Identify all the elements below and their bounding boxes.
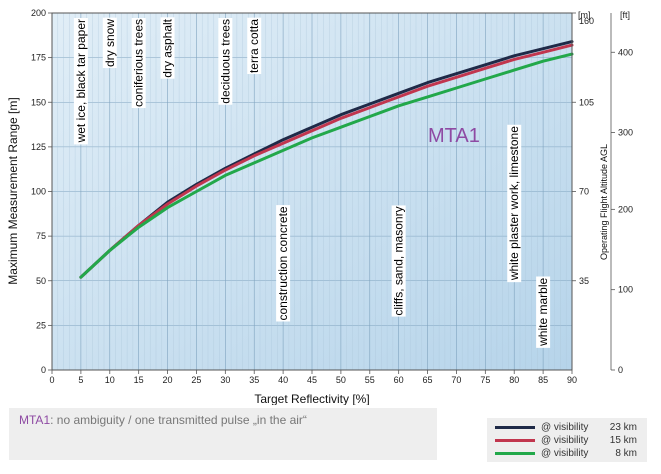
- right-axis-title: Operating Flight Altitude AGL: [599, 144, 609, 260]
- material-label-bg: [507, 124, 522, 283]
- material-annotations: wet ice, black tar paper dry snow coniferi…: [73, 17, 551, 348]
- legend-swatch: [495, 439, 535, 442]
- material-label: dry asphalt: [161, 18, 175, 77]
- material-label: dry snow: [103, 19, 117, 67]
- x-axis: 0 5 10 15 20 25 30 35 40 45 50 55 60 65 70 75 80 85 90: [49, 370, 577, 385]
- note-mta: MTA1: [19, 413, 51, 427]
- material-label-bg: [131, 18, 146, 109]
- x-tick-label: 5: [78, 375, 83, 385]
- legend-item: @ visibility 23 km: [495, 422, 645, 433]
- right-ft-tick-label: 400: [618, 47, 633, 57]
- legend: @ visibility 23 km @ visibility 15 km @ …: [487, 418, 647, 462]
- x-tick-label: 70: [451, 375, 461, 385]
- right-ft-tick-label: 100: [618, 285, 633, 295]
- material-label: terra cotta: [247, 19, 261, 73]
- right-axis-ft-unit: [ft]: [620, 10, 630, 20]
- right-m-tick-label: 160: [579, 16, 594, 26]
- x-tick-label: 50: [336, 375, 346, 385]
- material-label-bg: [160, 17, 175, 79]
- right-ft-tick-label: 0: [618, 365, 623, 375]
- y-tick-label: 200: [31, 8, 46, 18]
- x-tick-label: 0: [49, 375, 54, 385]
- x-tick-label: 60: [394, 375, 404, 385]
- series-line: [79, 52, 574, 279]
- legend-item: @ visibility 8 km: [495, 448, 645, 459]
- right-axis: 160 105 70 35 400 300 200 100 0: [572, 12, 633, 375]
- material-label-bg: [73, 18, 88, 145]
- legend-value: 8 km: [615, 448, 637, 459]
- legend-label: @ visibility: [541, 435, 589, 446]
- y-axis-title: Maximum Measurement Range [m]: [6, 97, 20, 284]
- material-label: cliffs, sand, masonry: [392, 206, 406, 315]
- right-m-tick-label: 35: [579, 276, 589, 286]
- note-text: : no ambiguity / one transmitted pulse „…: [50, 413, 307, 427]
- material-label: coniferious trees: [132, 19, 146, 107]
- x-tick-label: 35: [249, 375, 259, 385]
- x-axis-title: Target Reflectivity [%]: [254, 392, 369, 405]
- legend-swatch: [495, 426, 535, 429]
- x-tick-label: 15: [134, 375, 144, 385]
- legend-label: @ visibility: [541, 422, 589, 433]
- material-label: white marble: [536, 278, 550, 347]
- x-tick-label: 25: [191, 375, 201, 385]
- y-tick-label: 75: [36, 231, 46, 241]
- material-label-bg: [102, 17, 117, 69]
- range-chart: wet ice, black tar paper dry snow coniferi…: [6, 8, 633, 405]
- x-tick-label: 90: [567, 375, 577, 385]
- x-tick-label: 65: [423, 375, 433, 385]
- right-m-tick-label: 70: [579, 187, 589, 197]
- legend-swatch: [495, 452, 535, 455]
- x-tick-label: 30: [220, 375, 230, 385]
- y-tick-label: 50: [36, 276, 46, 286]
- legend-item: @ visibility 15 km: [495, 435, 645, 446]
- y-tick-label: 25: [36, 320, 46, 330]
- material-label: wet ice, black tar paper: [74, 19, 88, 143]
- material-label-bg: [391, 205, 406, 317]
- material-label-bg: [218, 18, 233, 105]
- right-m-tick-label: 105: [579, 97, 594, 107]
- x-tick-label: 40: [278, 375, 288, 385]
- y-tick-label: 175: [31, 53, 46, 63]
- y-axis: 0 25 50 75 100 125 150 175 200: [31, 8, 52, 375]
- right-ft-tick-label: 200: [618, 204, 633, 214]
- x-tick-label: 85: [538, 375, 548, 385]
- material-label-bg: [247, 17, 262, 75]
- note-box: MTA1: no ambiguity / one transmitted pul…: [9, 408, 437, 460]
- material-label: construction concrete: [276, 206, 290, 320]
- x-tick-label: 80: [509, 375, 519, 385]
- series-line: [79, 43, 574, 279]
- mta-label: MTA1: [428, 125, 480, 147]
- x-tick-label: 75: [480, 375, 490, 385]
- material-label: deciduous trees: [218, 19, 232, 104]
- legend-label: @ visibility: [541, 448, 589, 459]
- x-tick-label: 55: [365, 375, 375, 385]
- y-tick-label: 150: [31, 97, 46, 107]
- y-tick-label: 0: [41, 365, 46, 375]
- legend-value: 15 km: [609, 435, 637, 446]
- material-label-bg: [276, 205, 291, 322]
- x-tick-label: 45: [307, 375, 317, 385]
- series-lines: [79, 40, 574, 279]
- right-axis-m-unit: [m]: [578, 10, 591, 20]
- right-ft-tick-label: 300: [618, 128, 633, 138]
- material-label: white plaster work, limestone: [507, 126, 521, 281]
- x-tick-label: 10: [105, 375, 115, 385]
- legend-value: 23 km: [609, 422, 637, 433]
- x-tick-label: 20: [163, 375, 173, 385]
- material-label-bg: [536, 276, 551, 348]
- y-tick-label: 125: [31, 142, 46, 152]
- y-tick-label: 100: [31, 187, 46, 197]
